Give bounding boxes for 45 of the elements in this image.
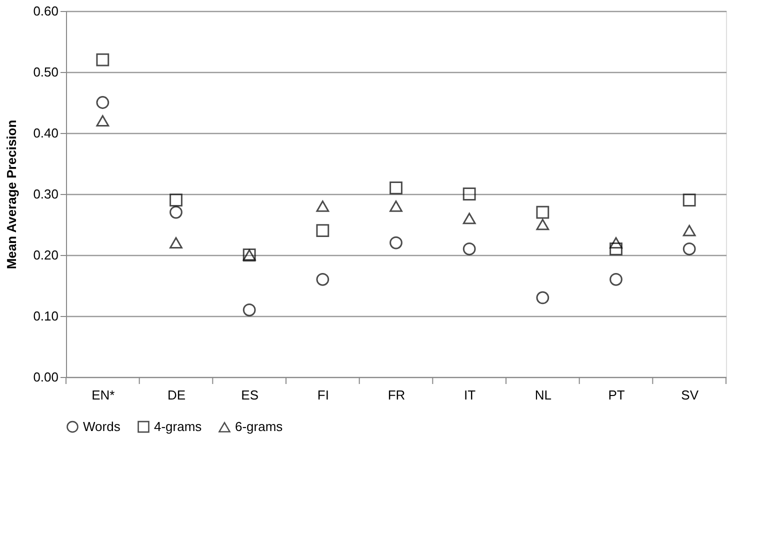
y-tick-label: 0.60 bbox=[33, 4, 58, 18]
y-tick-label: 0.30 bbox=[33, 186, 58, 202]
point bbox=[316, 224, 330, 238]
point bbox=[682, 194, 696, 207]
legend-label: 6-grams bbox=[235, 419, 284, 434]
point bbox=[316, 272, 330, 286]
y-tick-label: 0.00 bbox=[33, 370, 58, 384]
point bbox=[610, 272, 622, 286]
point bbox=[462, 242, 476, 256]
y-axis-title: Mean Average Precision bbox=[4, 120, 20, 270]
x-tick-label: NL bbox=[534, 388, 552, 402]
legend-label: 4-grams bbox=[154, 418, 202, 434]
point bbox=[390, 181, 402, 194]
y-tick-label: 0.10 bbox=[33, 308, 58, 324]
point bbox=[96, 115, 110, 126]
point bbox=[536, 291, 550, 304]
x-tick-label: EN* bbox=[92, 388, 115, 402]
x-tick-label: FR bbox=[388, 388, 406, 402]
point bbox=[96, 53, 110, 66]
x-tick-label: SV bbox=[681, 388, 699, 402]
point bbox=[96, 96, 110, 109]
x-tick-label: DE bbox=[167, 388, 186, 402]
point bbox=[390, 200, 402, 212]
x-tick-label: ES bbox=[241, 388, 259, 402]
point bbox=[682, 242, 696, 256]
x-tick-label: IT bbox=[464, 388, 476, 402]
x-tick-label: FI bbox=[317, 388, 329, 402]
point bbox=[682, 224, 696, 236]
point bbox=[536, 218, 550, 230]
point bbox=[242, 303, 256, 316]
point bbox=[536, 206, 550, 219]
point bbox=[170, 237, 182, 248]
legend-label: Words bbox=[83, 418, 121, 434]
point bbox=[610, 242, 622, 256]
y-tick-label: 0.50 bbox=[33, 64, 58, 80]
point bbox=[462, 188, 476, 200]
point bbox=[390, 236, 402, 250]
y-tick-label: 0.20 bbox=[33, 248, 58, 262]
point bbox=[170, 194, 182, 207]
point bbox=[170, 206, 182, 219]
point bbox=[610, 237, 622, 248]
y-tick-label: 0.40 bbox=[33, 126, 58, 140]
x-tick-label: PT bbox=[608, 388, 625, 402]
point bbox=[462, 212, 476, 224]
point bbox=[316, 200, 330, 212]
